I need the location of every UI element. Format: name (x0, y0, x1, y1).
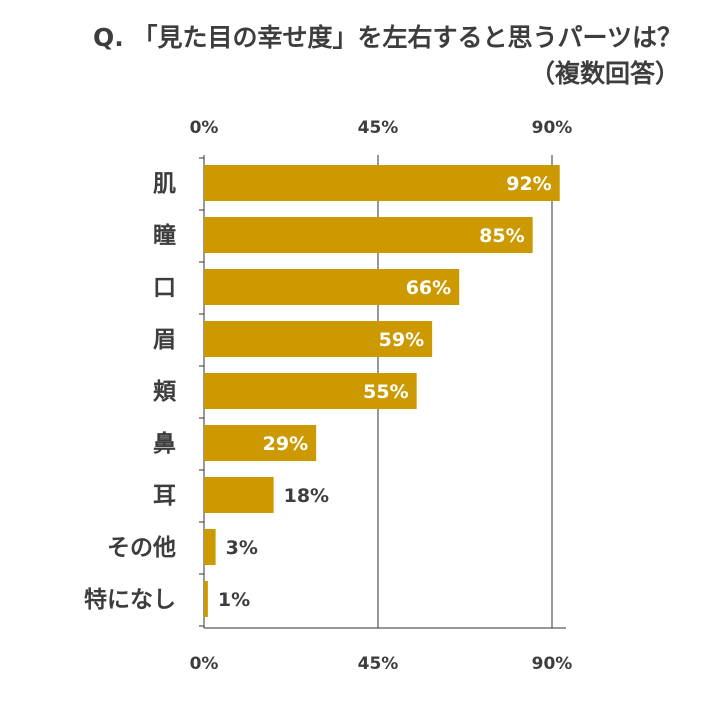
bars (204, 165, 560, 617)
data-label: 85% (479, 225, 524, 247)
bottom-tick-label: 45% (358, 654, 399, 674)
category-label: 特になし (84, 587, 176, 613)
bar (204, 425, 317, 461)
bar (204, 529, 216, 565)
data-label: 59% (379, 329, 424, 351)
category-label: 肌 (153, 171, 176, 197)
bar (204, 581, 208, 617)
data-label: 18% (284, 485, 329, 507)
top-tick-label: 90% (532, 118, 573, 138)
bottom-tick-label: 0% (190, 654, 219, 674)
top-tick-label: 45% (358, 118, 399, 138)
chart-title: Q. 「見た目の幸せ度」を左右すると思うパーツは？ (93, 23, 682, 52)
bar (204, 269, 460, 305)
category-label: 瞳 (153, 222, 176, 249)
bar (204, 321, 433, 357)
chart-subtitle: （複数回答） (529, 59, 680, 88)
bar (204, 373, 417, 409)
bar (204, 165, 560, 201)
bottom-tick-label: 90% (532, 654, 573, 674)
category-label: 鼻 (153, 430, 176, 457)
category-label: 口 (153, 275, 176, 301)
data-label: 29% (263, 433, 308, 455)
data-label: 92% (506, 173, 551, 195)
category-label: その他 (107, 535, 176, 561)
data-label: 3% (226, 537, 258, 559)
top-tick-label: 0% (190, 118, 219, 138)
category-label: 眉 (153, 327, 176, 353)
labels: 0% 0% 45% 45% 90% 90% 肌 92% 瞳 85% 口 66% 眉 59% 頬 55% 鼻 29%… (84, 118, 572, 674)
data-label: 55% (363, 381, 408, 403)
data-label: 66% (406, 277, 451, 299)
category-label: 耳 (153, 483, 176, 509)
data-label: 1% (218, 589, 250, 611)
bar (204, 217, 533, 253)
bar (204, 477, 274, 513)
category-label: 頬 (153, 379, 177, 405)
